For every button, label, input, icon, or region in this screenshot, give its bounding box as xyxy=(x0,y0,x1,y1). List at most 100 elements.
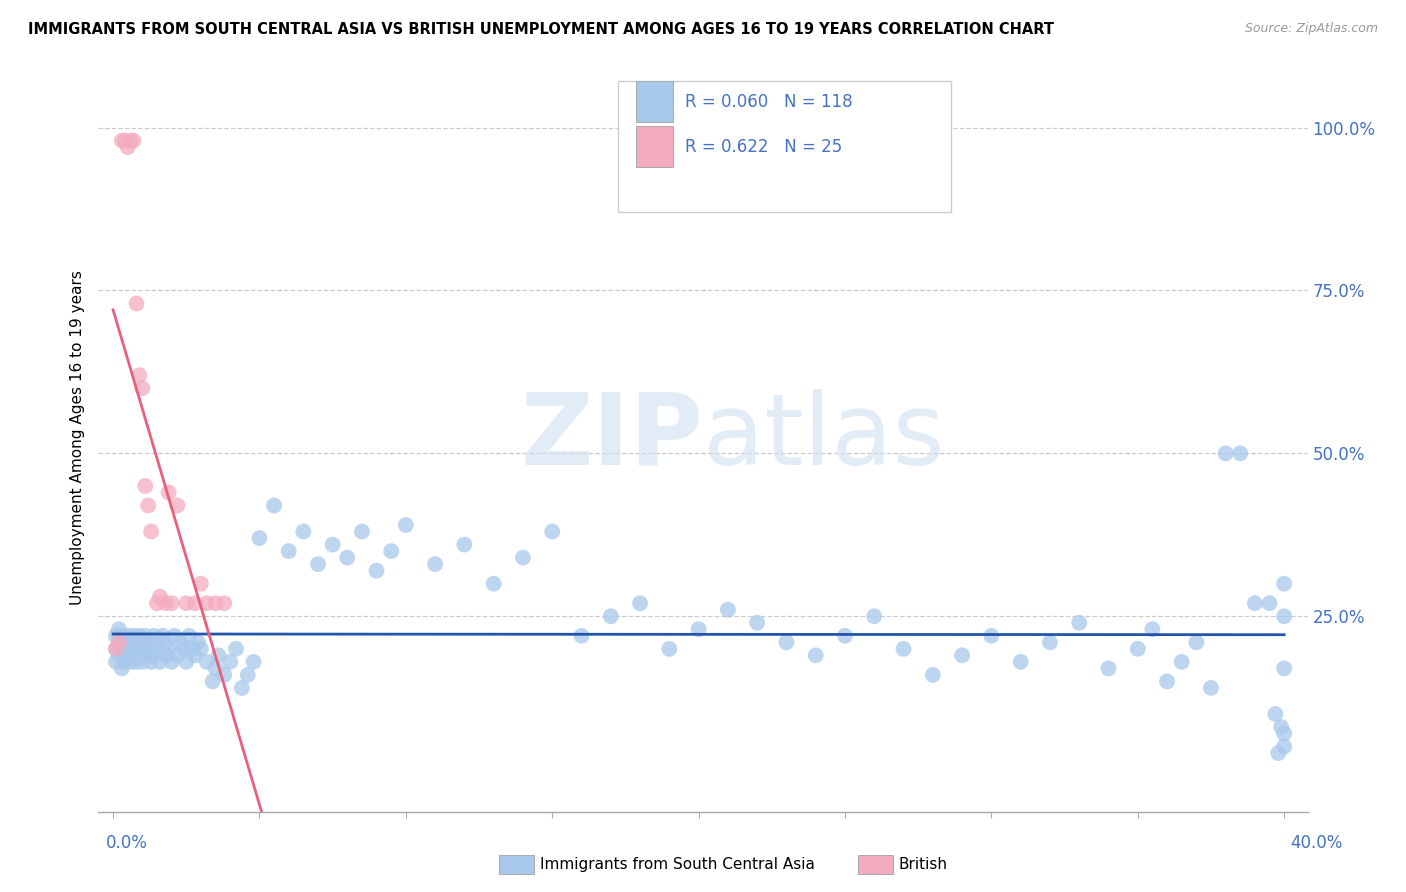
Point xyxy=(120,655,142,669)
Text: 40.0%: 40.0% xyxy=(1291,834,1343,852)
Point xyxy=(122,629,145,643)
Point xyxy=(174,655,197,669)
Point xyxy=(146,641,169,656)
Point xyxy=(120,635,142,649)
Point xyxy=(195,655,218,669)
Point xyxy=(1039,635,1062,649)
Point xyxy=(155,648,177,663)
Point xyxy=(114,655,136,669)
Point xyxy=(120,641,142,656)
Point xyxy=(187,635,209,649)
Point xyxy=(125,296,148,310)
Bar xyxy=(637,81,672,122)
Point xyxy=(143,648,166,663)
Point xyxy=(117,641,139,656)
Text: R = 0.622   N = 25: R = 0.622 N = 25 xyxy=(685,138,842,156)
Point xyxy=(160,655,183,669)
Point xyxy=(160,596,183,610)
Point xyxy=(195,596,218,610)
Point xyxy=(277,544,299,558)
Point xyxy=(219,655,242,669)
Point xyxy=(143,629,166,643)
Point xyxy=(395,518,418,533)
Text: R = 0.060   N = 118: R = 0.060 N = 118 xyxy=(685,93,852,112)
Point xyxy=(322,538,344,552)
Point xyxy=(111,134,134,148)
Point xyxy=(172,641,194,656)
Point xyxy=(108,635,131,649)
Point xyxy=(111,641,134,656)
Point xyxy=(688,622,710,636)
Point xyxy=(125,635,148,649)
Point xyxy=(108,622,131,636)
Point xyxy=(1097,661,1119,675)
Point xyxy=(131,641,153,656)
Point xyxy=(136,648,159,663)
Text: atlas: atlas xyxy=(703,389,945,485)
Point xyxy=(1272,609,1295,624)
Point xyxy=(307,557,329,571)
Point xyxy=(1270,720,1292,734)
Point xyxy=(139,641,162,656)
Point xyxy=(834,629,856,643)
Point xyxy=(1244,596,1267,610)
Point xyxy=(599,609,621,624)
Point xyxy=(157,641,180,656)
Point xyxy=(775,635,797,649)
Point xyxy=(1142,622,1164,636)
Point xyxy=(120,134,142,148)
Point xyxy=(1126,641,1149,656)
Point xyxy=(204,661,226,675)
Text: IMMIGRANTS FROM SOUTH CENTRAL ASIA VS BRITISH UNEMPLOYMENT AMONG AGES 16 TO 19 Y: IMMIGRANTS FROM SOUTH CENTRAL ASIA VS BR… xyxy=(28,22,1054,37)
Point xyxy=(1272,726,1295,740)
Bar xyxy=(637,126,672,168)
Point xyxy=(1264,706,1286,721)
Point xyxy=(117,648,139,663)
Point xyxy=(893,641,915,656)
Point xyxy=(263,499,285,513)
Point xyxy=(104,629,127,643)
Point xyxy=(128,368,150,383)
Text: Immigrants from South Central Asia: Immigrants from South Central Asia xyxy=(540,857,815,871)
Point xyxy=(108,648,131,663)
Point xyxy=(1258,596,1281,610)
Point xyxy=(214,668,236,682)
Point xyxy=(131,635,153,649)
Point xyxy=(292,524,315,539)
Point xyxy=(249,531,271,545)
Point xyxy=(111,661,134,675)
Point xyxy=(134,641,156,656)
Text: British: British xyxy=(898,857,948,871)
Point xyxy=(155,596,177,610)
Point xyxy=(122,134,145,148)
Point xyxy=(128,648,150,663)
Point xyxy=(747,615,769,630)
Point xyxy=(658,641,681,656)
Point xyxy=(139,655,162,669)
Point xyxy=(1267,746,1289,760)
Point xyxy=(231,681,253,695)
Point xyxy=(1272,739,1295,754)
Point xyxy=(169,635,191,649)
Point xyxy=(117,629,139,643)
Point xyxy=(152,629,174,643)
Point xyxy=(350,524,373,539)
Point xyxy=(1272,576,1295,591)
Point xyxy=(184,596,207,610)
Point xyxy=(541,524,564,539)
Point xyxy=(104,641,127,656)
Point xyxy=(114,635,136,649)
Point xyxy=(128,629,150,643)
Point xyxy=(1010,655,1032,669)
Point xyxy=(207,648,229,663)
Point xyxy=(201,674,224,689)
Point xyxy=(122,648,145,663)
Point xyxy=(717,603,740,617)
Point xyxy=(571,629,593,643)
FancyBboxPatch shape xyxy=(619,81,950,212)
Point xyxy=(122,641,145,656)
Point xyxy=(136,635,159,649)
Point xyxy=(181,641,204,656)
Point xyxy=(157,485,180,500)
Point xyxy=(117,140,139,154)
